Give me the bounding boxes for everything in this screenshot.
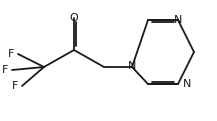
- Text: F: F: [12, 81, 18, 91]
- Text: N: N: [128, 61, 136, 71]
- Text: F: F: [2, 65, 8, 75]
- Text: O: O: [70, 13, 78, 23]
- Text: N: N: [183, 79, 191, 89]
- Text: N: N: [174, 15, 182, 25]
- Text: F: F: [8, 49, 14, 59]
